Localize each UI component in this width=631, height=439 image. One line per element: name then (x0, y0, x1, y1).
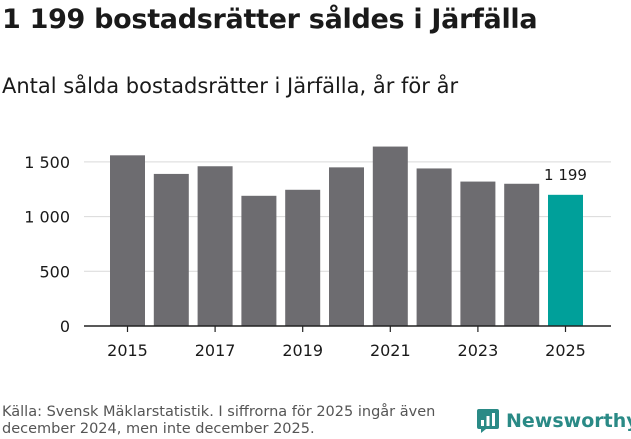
bar-2016 (153, 173, 189, 326)
bar-chart: 0 500 1 000 1 500 2015 2017 2019 2021 2023 2025 1 … (24, 146, 611, 360)
bar-2020 (329, 167, 364, 326)
chart-title: 1 199 bostadsrätter såldes i Järfälla (2, 4, 538, 35)
bar-2019 (285, 189, 321, 326)
x-tick-label: 2019 (282, 341, 323, 360)
source-note: Källa: Svensk Mäklarstatistik. I siffror… (2, 404, 436, 437)
bar-2022 (416, 168, 452, 326)
y-tick-label: 1 000 (24, 208, 70, 227)
bar-2018 (241, 195, 277, 326)
bar-2015 (110, 155, 145, 326)
chart-subtitle: Antal sålda bostadsrätter i Järfälla, år… (2, 74, 459, 98)
y-tick-label: 0 (60, 317, 70, 336)
y-tick-label: 1 500 (24, 153, 70, 172)
y-tick-label: 500 (39, 262, 70, 281)
data-label-highlight: 1 199 (544, 166, 587, 184)
x-tick-label: 2025 (545, 341, 586, 360)
bar-2023 (460, 181, 496, 326)
x-tick-label: 2017 (195, 341, 236, 360)
x-tick-label: 2015 (107, 341, 148, 360)
x-tick-label: 2021 (370, 341, 411, 360)
bar-2017 (197, 166, 233, 326)
brand-logo: Newsworthy (476, 408, 631, 434)
newsworthy-logo-icon (477, 409, 499, 433)
x-tick-label: 2023 (458, 341, 499, 360)
bar-2024 (504, 183, 540, 326)
brand-name: Newsworthy (506, 410, 631, 432)
bar-2021 (372, 146, 408, 326)
bar-2025 (548, 194, 583, 326)
